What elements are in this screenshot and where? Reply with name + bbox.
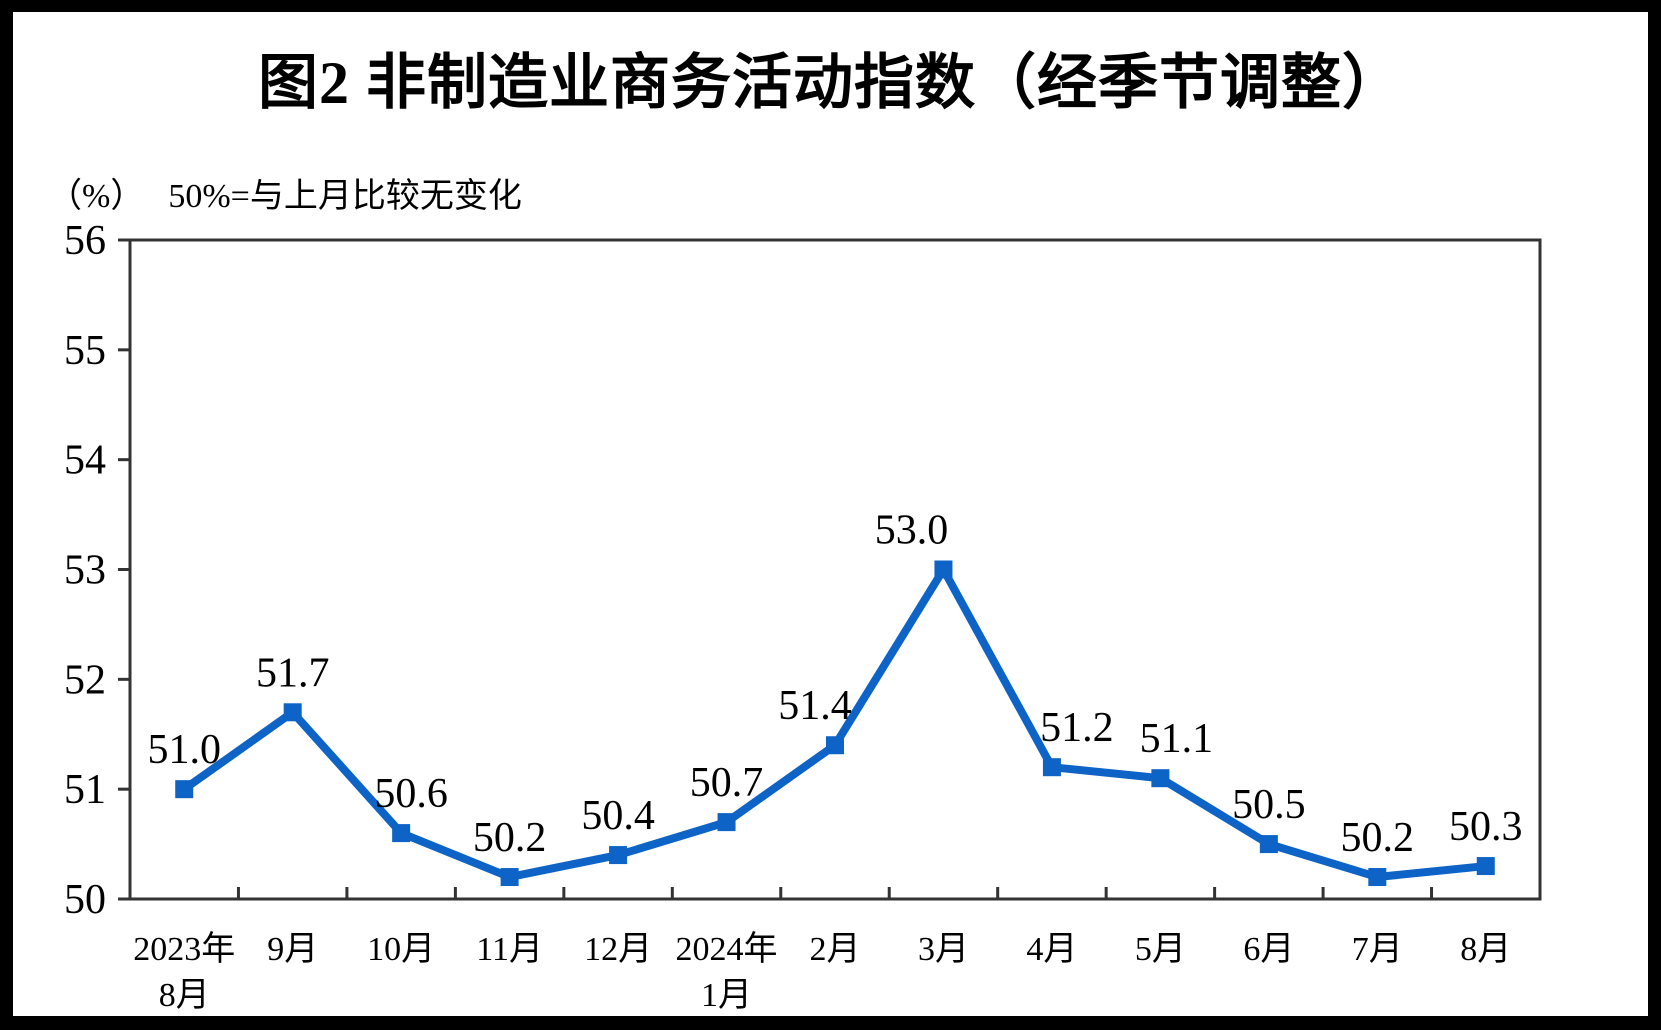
data-point-marker [934, 560, 953, 579]
x-axis-category-label: 4月 [1026, 931, 1077, 968]
y-axis-tick-label: 51 [64, 767, 106, 813]
chart-title: 图2 非制造业商务活动指数（经季节调整） [258, 50, 1403, 116]
y-axis-tick-label: 50 [64, 877, 106, 923]
x-axis-category-label: 12月 [584, 931, 652, 968]
data-point-marker [826, 736, 844, 755]
x-axis-category-label: 2月 [810, 931, 861, 968]
data-label: 50.4 [581, 793, 655, 839]
data-label: 50.6 [374, 771, 448, 817]
y-axis-tick-label: 54 [64, 438, 106, 484]
y-axis-tick-label: 52 [64, 657, 106, 703]
data-label: 50.3 [1449, 804, 1523, 850]
data-point-marker [392, 824, 411, 843]
chart-subtitle: （%） 50%=与上月比较无变化 [48, 168, 522, 217]
data-point-marker [1042, 758, 1061, 777]
x-axis-category-label: 3月 [918, 931, 969, 968]
x-axis-category-label: 5月 [1135, 931, 1186, 968]
x-axis-category-label: 11月 [476, 931, 543, 968]
y-axis-tick-label: 55 [64, 328, 106, 374]
data-label: 50.7 [690, 760, 764, 806]
x-axis-category-label: 9月 [267, 931, 318, 968]
data-label: 50.5 [1232, 782, 1306, 828]
data-point-marker [1368, 868, 1387, 887]
data-label: 51.0 [147, 727, 221, 773]
plot-area-border [128, 238, 1542, 901]
data-label: 50.2 [473, 815, 547, 861]
data-label: 51.4 [778, 683, 852, 729]
data-point-marker [175, 780, 194, 799]
data-point-marker [717, 813, 736, 832]
x-axis-category-label: 2023年 8月 [133, 930, 235, 1014]
x-axis-category-label: 8月 [1460, 931, 1511, 968]
chart-paper [13, 12, 1648, 1016]
y-axis-tick-label: 53 [64, 548, 106, 594]
data-label: 51.2 [1040, 705, 1114, 751]
x-axis-category-label: 7月 [1352, 931, 1403, 968]
data-point-marker [1151, 769, 1170, 788]
data-label: 53.0 [875, 508, 949, 554]
y-axis-tick-label: 56 [64, 218, 106, 264]
y-axis-unit-label: （%） [48, 178, 145, 215]
data-label: 51.7 [256, 650, 330, 696]
reference-note: 50%=与上月比较无变化 [168, 178, 522, 215]
x-axis-category-label: 2024年 1月 [676, 930, 778, 1014]
data-point-marker [283, 703, 302, 722]
x-axis-category-label: 10月 [367, 931, 435, 968]
data-point-marker [500, 868, 519, 887]
data-point-marker [1259, 835, 1278, 854]
data-point-marker [609, 846, 628, 865]
x-axis-category-label: 6月 [1243, 931, 1294, 968]
data-label: 50.2 [1341, 815, 1415, 861]
data-label: 51.1 [1140, 716, 1214, 762]
data-point-marker [1476, 857, 1495, 876]
